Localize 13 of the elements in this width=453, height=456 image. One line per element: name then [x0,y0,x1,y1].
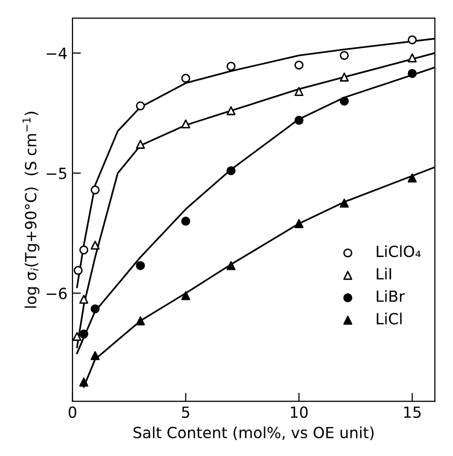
legend-label: LiBr [376,290,405,302]
y-tick-label: −4 [46,48,67,59]
y-tick-label: −6 [46,288,67,300]
y-axis-title: log σ$_{i}$(Tg+90°C) (S cm$^{−1}$) [22,112,40,308]
legend-label: LiI [376,268,392,280]
x-tick-label: 10 [290,406,308,418]
x-tick-label: 5 [182,406,190,418]
x-tick-label: 0 [68,406,76,418]
legend-label: LiCl [376,312,402,324]
y-tick-label: −5 [46,168,66,180]
x-axis-title: Salt Content (mol%, vs OE unit) [134,426,374,440]
x-tick-label: 15 [404,406,421,418]
legend-label: LiClO₄ [376,245,421,258]
